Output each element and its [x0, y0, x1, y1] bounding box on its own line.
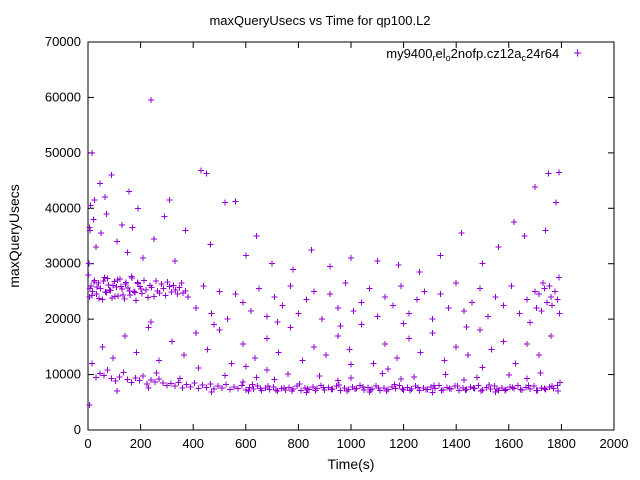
- legend-marker-icon: +: [573, 45, 582, 62]
- x-tick-label: 1400: [442, 436, 471, 451]
- y-tick-label: 30000: [45, 256, 81, 271]
- legend-label-subscript: r: [432, 53, 436, 63]
- legend-label-text: 24r64: [525, 46, 560, 61]
- x-tick-label: 0: [84, 436, 91, 451]
- x-tick-label: 1000: [337, 436, 366, 451]
- x-tick-label: 200: [130, 436, 152, 451]
- x-tick-label: 1600: [494, 436, 523, 451]
- chart-title: maxQueryUsecs vs Time for qp100.L2: [209, 13, 431, 28]
- legend: my9400relo2nofp.cz12ac24r64 +: [386, 45, 582, 63]
- x-axis-label: Time(s): [327, 456, 375, 472]
- x-tick-label: 1200: [389, 436, 418, 451]
- legend-label-text: 2nofp.cz12a: [450, 46, 522, 61]
- x-tick-label: 600: [235, 436, 257, 451]
- legend-label-subscript: c: [521, 53, 526, 63]
- scatter-points: [85, 97, 563, 408]
- y-tick-label: 70000: [45, 34, 81, 49]
- y-tick-label: 40000: [45, 200, 81, 215]
- legend-label-subscript: o: [445, 53, 451, 63]
- x-tick-label: 2000: [600, 436, 629, 451]
- legend-label: my9400relo2nofp.cz12ac24r64: [386, 46, 560, 63]
- y-tick-label: 0: [74, 422, 81, 437]
- y-tick-label: 50000: [45, 145, 81, 160]
- legend-label-text: el: [435, 46, 446, 61]
- y-tick-label: 60000: [45, 89, 81, 104]
- x-tick-label: 1800: [547, 436, 576, 451]
- plot-border: [87, 41, 615, 431]
- y-tick-label: 10000: [45, 367, 81, 382]
- x-tick-label: 800: [288, 436, 310, 451]
- x-tick-label: 400: [182, 436, 204, 451]
- y-tick-label: 20000: [45, 311, 81, 326]
- legend-label-text: my9400: [386, 46, 433, 61]
